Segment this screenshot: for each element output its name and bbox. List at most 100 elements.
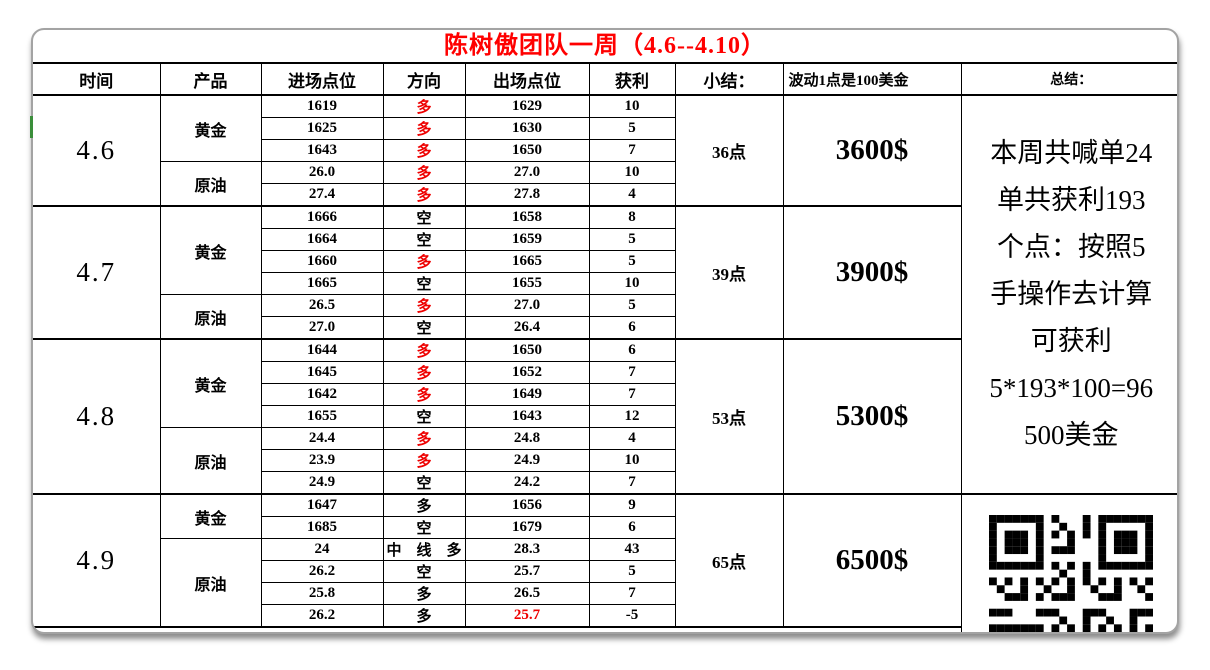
table-row: 原油 26.0 多 27.0 10 — [33, 161, 1177, 207]
direction-cell: 多 — [382, 383, 466, 406]
direction-cell: 中 线 多 — [382, 538, 466, 561]
direction-cell: 多 — [382, 449, 466, 472]
direction-cell: 空 — [382, 516, 466, 539]
direction-cell: 多 — [382, 338, 466, 362]
direction-cell: 多 — [382, 294, 466, 317]
direction-cell: 多 — [382, 94, 466, 118]
dollars-cell: 5300$ — [782, 338, 962, 495]
dollars-cell: 6500$ — [782, 493, 962, 628]
time-cell: 4.8 — [33, 338, 161, 495]
profit-cell: 6 — [588, 316, 676, 340]
points-cell: 39点 — [674, 205, 784, 340]
table-row: 26.2 空 25.7 5 — [33, 560, 1177, 583]
table-row: 4.7 黄金 1666 空 1658 8 39点 3900$ — [33, 205, 1177, 340]
profit-cell: 5 — [588, 560, 676, 583]
entry-cell: 1685 — [260, 516, 384, 539]
exit-cell: 27.0 — [464, 294, 590, 317]
time-cell: 4.7 — [33, 205, 161, 340]
dollars-cell: 3900$ — [782, 205, 962, 340]
profit-cell: 4 — [588, 183, 676, 207]
dollars-cell: 3600$ — [782, 94, 962, 207]
entry-cell: 24 — [260, 538, 384, 561]
direction-cell: 多 — [382, 139, 466, 162]
profit-cell: 5 — [588, 294, 676, 317]
direction-cell: 多 — [382, 161, 466, 184]
profit-cell: 8 — [588, 205, 676, 229]
summary-line: 5*193*100=96 — [989, 373, 1154, 403]
profit-cell: 9 — [588, 493, 676, 517]
header-row: 时间 产品 进场点位 方向 出场点位 获利 小结： 波动1点是100美金 总结： — [33, 63, 1177, 96]
exit-cell: 1658 — [464, 205, 590, 229]
exit-cell: 1665 — [464, 250, 590, 273]
table-row: 27.0 空 26.4 6 — [33, 316, 1177, 340]
page-title: 陈树傲团队一周（4.6--4.10） — [33, 30, 1177, 64]
exit-cell: 1656 — [464, 493, 590, 517]
entry-cell: 26.0 — [260, 161, 384, 184]
exit-cell: 28.3 — [464, 538, 590, 561]
product-cell: 原油 — [159, 427, 262, 495]
profit-cell: 5 — [588, 228, 676, 251]
closed-row-label: 4.10（休市） — [33, 626, 962, 632]
exit-cell: 1650 — [464, 139, 590, 162]
direction-cell: 空 — [382, 316, 466, 340]
entry-cell: 1666 — [260, 205, 384, 229]
profit-cell: 5 — [588, 117, 676, 140]
profit-cell: 7 — [588, 471, 676, 495]
profit-cell: 43 — [588, 538, 676, 561]
entry-cell: 1655 — [260, 405, 384, 428]
exit-cell: 25.7 — [464, 560, 590, 583]
points-cell: 36点 — [674, 94, 784, 207]
col-header-direction: 方向 — [382, 63, 466, 96]
table-row: 1664 空 1659 5 — [33, 228, 1177, 251]
col-header-exit: 出场点位 — [464, 63, 590, 96]
time-cell: 4.9 — [33, 493, 161, 628]
table-row: 4.9 黄金 1647 多 1656 9 65点 6500$ — [33, 493, 1177, 632]
trades-table: 时间 产品 进场点位 方向 出场点位 获利 小结： 波动1点是100美金 总结：… — [33, 63, 1177, 632]
exit-cell: 24.8 — [464, 427, 590, 450]
time-cell: 4.6 — [33, 94, 161, 207]
entry-cell: 26.2 — [260, 560, 384, 583]
entry-cell: 25.8 — [260, 582, 384, 605]
product-cell: 原油 — [159, 294, 262, 340]
profit-cell: 7 — [588, 383, 676, 406]
profit-cell: 7 — [588, 139, 676, 162]
table-row: 25.8 多 26.5 7 — [33, 582, 1177, 605]
profit-cell: 6 — [588, 516, 676, 539]
profit-cell: 7 — [588, 582, 676, 605]
table-row: 4.8 黄金 1644 多 1650 6 53点 5300$ — [33, 338, 1177, 495]
direction-cell: 多 — [382, 493, 466, 517]
entry-cell: 26.2 — [260, 604, 384, 628]
profit-cell: 5 — [588, 250, 676, 273]
entry-cell: 27.0 — [260, 316, 384, 340]
exit-cell: 24.2 — [464, 471, 590, 495]
entry-cell: 1664 — [260, 228, 384, 251]
direction-cell: 多 — [382, 361, 466, 384]
profit-cell: 10 — [588, 449, 676, 472]
col-header-subtotal: 小结： — [674, 63, 784, 96]
profit-cell: 6 — [588, 338, 676, 362]
exit-cell: 27.8 — [464, 183, 590, 207]
table-row: 23.9 多 24.9 10 — [33, 449, 1177, 472]
entry-cell: 1625 — [260, 117, 384, 140]
entry-cell: 1660 — [260, 250, 384, 273]
entry-cell: 1619 — [260, 94, 384, 118]
direction-cell: 多 — [382, 183, 466, 207]
direction-cell: 多 — [382, 604, 466, 628]
exit-cell: 1643 — [464, 405, 590, 428]
direction-cell: 空 — [382, 471, 466, 495]
profit-cell: 7 — [588, 361, 676, 384]
table-row: 26.2 多 25.7 -5 — [33, 604, 1177, 628]
col-header-product: 产品 — [159, 63, 262, 96]
table-row: 原油 26.5 多 27.0 5 — [33, 294, 1177, 340]
entry-cell: 1645 — [260, 361, 384, 384]
col-header-profit: 获利 — [588, 63, 676, 96]
entry-cell: 24.4 — [260, 427, 384, 450]
weekly-report-card: 陈树傲团队一周（4.6--4.10） 时间 产品 进场点位 方向 出场点位 获利… — [31, 28, 1179, 634]
summary-line: 可获利 — [1030, 326, 1112, 356]
qr-cell — [960, 493, 1177, 632]
direction-cell: 空 — [382, 228, 466, 251]
table-row: 原油 24.4 多 24.8 4 — [33, 427, 1177, 495]
summary-line: 个点：按照5 — [997, 232, 1146, 262]
col-header-note: 波动1点是100美金 — [782, 63, 962, 96]
table-row: 1665 空 1655 10 — [33, 272, 1177, 295]
